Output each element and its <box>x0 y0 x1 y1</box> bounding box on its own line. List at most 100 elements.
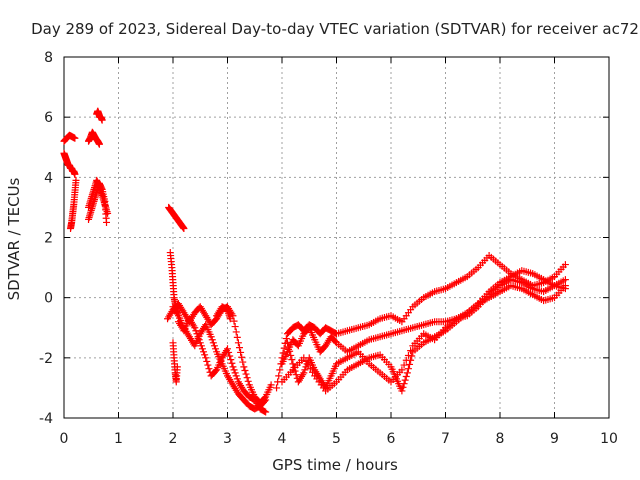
series-cluster-a <box>85 128 103 148</box>
data-point <box>173 363 181 371</box>
y-tick-label: 8 <box>44 50 53 66</box>
y-tick-label: 2 <box>44 231 53 247</box>
data-point <box>224 345 231 353</box>
data-point <box>231 323 239 331</box>
data-point <box>399 383 407 391</box>
data-point <box>238 353 246 361</box>
data-point <box>239 358 247 366</box>
series-early-low <box>67 176 80 232</box>
data-point <box>286 347 294 355</box>
series-rise-a <box>273 252 569 392</box>
y-tick-label: 6 <box>44 110 53 126</box>
data-point <box>226 352 234 360</box>
data-point <box>304 361 312 369</box>
data-point <box>406 360 414 368</box>
data-point <box>261 397 269 405</box>
series-low-spike <box>169 339 181 386</box>
data-point <box>228 359 236 367</box>
data-point <box>191 324 199 332</box>
data-point <box>212 367 220 375</box>
y-tick-labels: -4 -2 0 2 4 6 8 <box>39 50 53 427</box>
data-point <box>201 351 209 359</box>
data-point <box>226 315 234 323</box>
grid-lines <box>64 57 609 418</box>
data-point <box>282 335 290 343</box>
series-early-top <box>60 131 79 145</box>
data-point <box>202 354 210 362</box>
data-point <box>72 176 80 184</box>
x-tick-labels: 0 1 2 3 4 5 6 7 8 9 10 <box>60 431 618 447</box>
axis-ticks <box>63 56 610 419</box>
data-point <box>400 361 408 369</box>
data-point <box>402 372 410 380</box>
data-point <box>209 339 217 347</box>
y-tick-label: 0 <box>44 291 53 307</box>
data-point <box>261 407 269 415</box>
data-point <box>283 339 291 347</box>
data-point <box>241 366 249 374</box>
series-rise-d <box>278 282 569 395</box>
data-point <box>279 349 287 357</box>
data-point <box>200 348 208 356</box>
data-point <box>561 282 569 290</box>
data-point <box>331 338 339 346</box>
y-tick-label: 4 <box>44 170 53 186</box>
y-tick-label: -2 <box>39 351 53 367</box>
x-tick-label: 4 <box>278 431 287 447</box>
data-point <box>404 351 412 359</box>
data-point <box>71 170 79 178</box>
data-point <box>233 333 241 341</box>
data-point <box>287 351 295 359</box>
data-point <box>71 134 79 142</box>
data-point <box>280 344 288 352</box>
x-axis-label: GPS time / hours <box>272 456 398 474</box>
data-point <box>302 357 310 365</box>
data-point <box>273 384 281 392</box>
data-point <box>235 344 243 352</box>
data-point <box>407 356 415 364</box>
data-point <box>243 374 251 382</box>
data-point <box>301 366 309 374</box>
x-tick-label: 8 <box>496 431 505 447</box>
data-point <box>237 348 245 356</box>
data-point <box>212 345 220 353</box>
x-tick-label: 2 <box>169 431 178 447</box>
chart-title: Day 289 of 2023, Sidereal Day-to-day VTE… <box>31 20 639 38</box>
data-point <box>292 371 300 379</box>
data-point <box>403 369 411 377</box>
series-cluster-c <box>85 179 111 226</box>
data-point <box>229 363 237 371</box>
data-point <box>234 339 242 347</box>
x-tick-label: 6 <box>387 431 396 447</box>
data-point <box>244 377 252 385</box>
series-band-4 <box>213 303 234 323</box>
x-tick-label: 0 <box>60 431 69 447</box>
series-band-3 <box>174 315 270 416</box>
data-point <box>233 375 241 383</box>
data-point <box>98 116 106 124</box>
data-point <box>210 342 218 350</box>
x-tick-label: 7 <box>441 431 450 447</box>
data-point <box>193 330 201 338</box>
data-point <box>242 370 250 378</box>
y-tick-label: -4 <box>39 411 53 427</box>
data-point <box>225 348 233 356</box>
data-point <box>289 360 297 368</box>
data-point <box>398 366 406 374</box>
data-point <box>230 317 238 325</box>
data-point <box>232 372 240 380</box>
data-point <box>195 336 203 344</box>
data-points <box>60 107 569 416</box>
y-axis-label: SDTVAR / TECUs <box>5 177 23 300</box>
series-descent <box>166 249 181 317</box>
data-point <box>180 224 188 232</box>
data-point <box>267 381 275 389</box>
data-point <box>204 361 212 369</box>
data-point <box>561 276 569 284</box>
series-band-1 <box>164 300 275 407</box>
data-point <box>227 356 235 364</box>
data-point <box>288 356 296 364</box>
data-point <box>103 218 111 226</box>
data-point <box>207 333 215 341</box>
